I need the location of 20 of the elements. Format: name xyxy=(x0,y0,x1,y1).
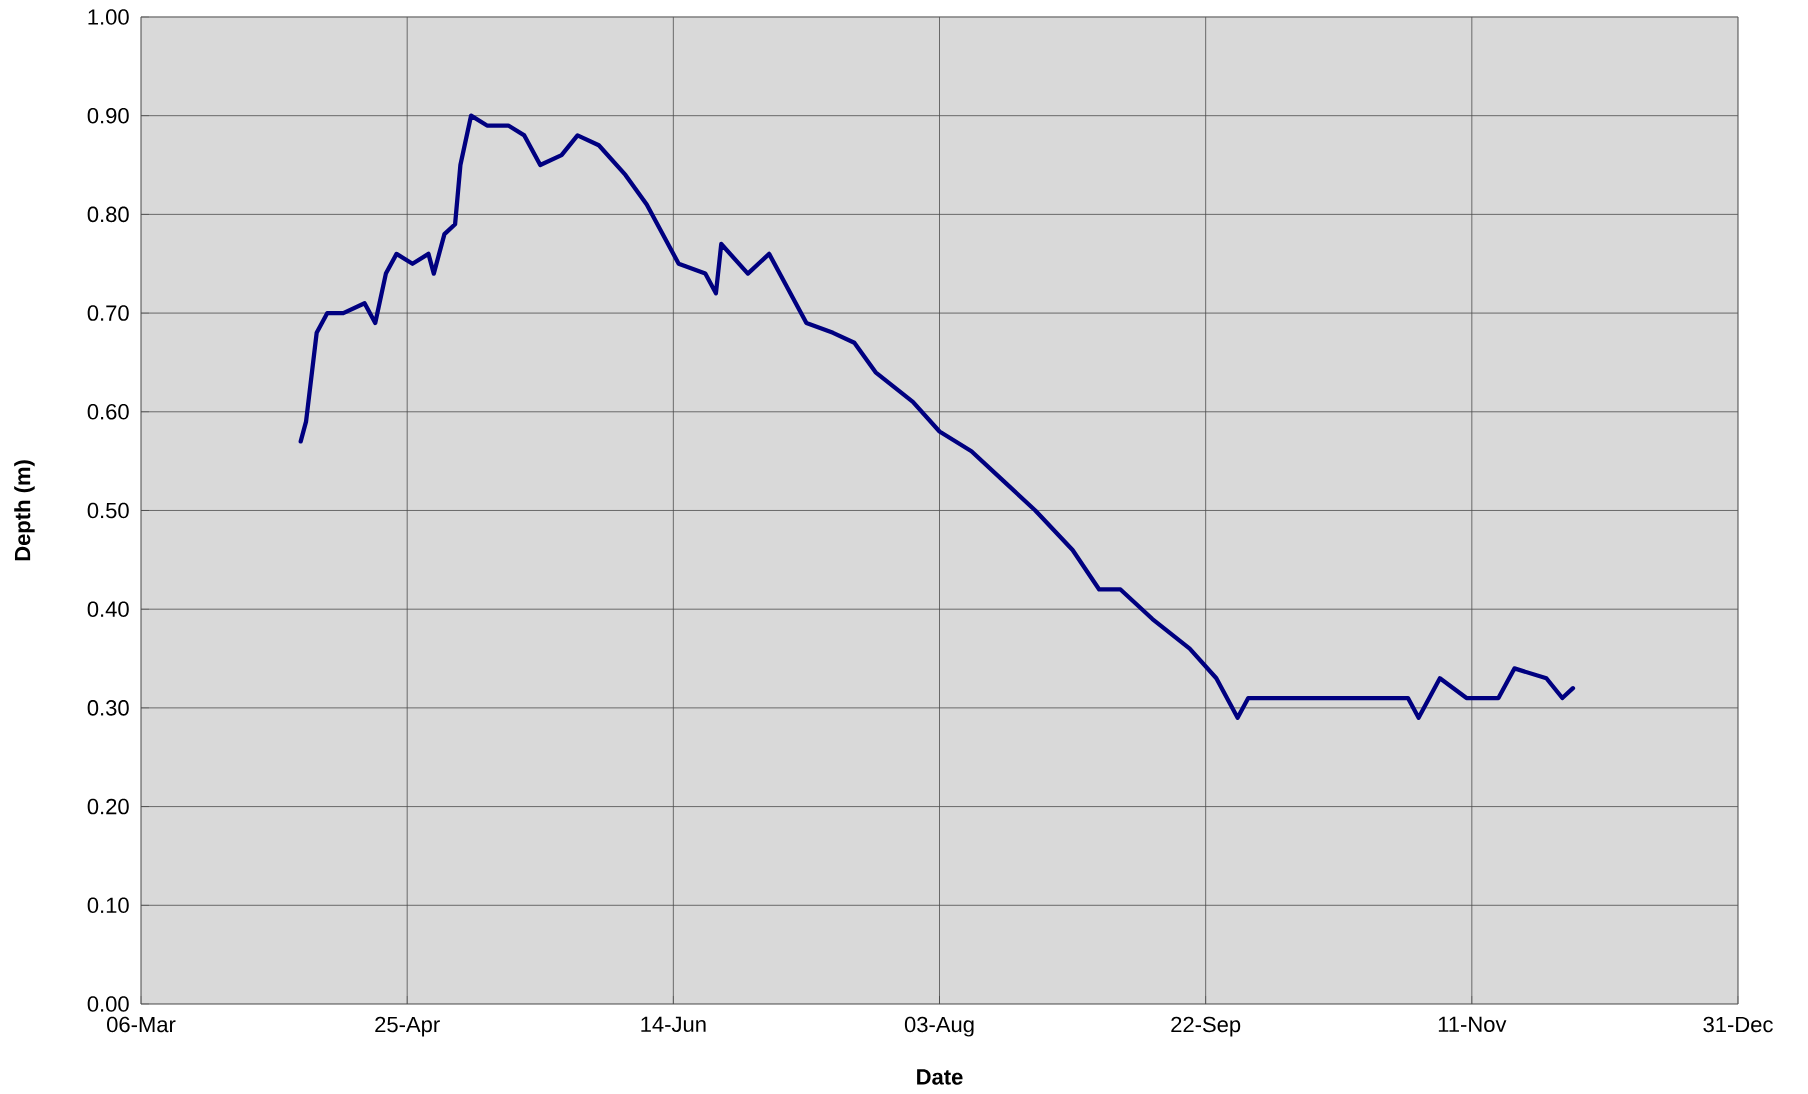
y-tick-label: 0.50 xyxy=(87,502,129,519)
y-tick-label: 0.10 xyxy=(87,897,129,914)
y-tick-label: 0.40 xyxy=(87,601,129,617)
y-tick-label: 1.00 xyxy=(88,9,129,25)
x-tick-label: 31-Dec xyxy=(1703,1016,1773,1033)
y-tick-label: 0.00 xyxy=(87,996,129,1012)
x-tick-label: 11-Nov xyxy=(1438,1016,1507,1033)
x-tick-label: 06-Mar xyxy=(107,1016,176,1033)
x-tick-label: 22-Sep xyxy=(1171,1016,1241,1037)
y-tick-label: 0.30 xyxy=(87,700,129,716)
x-tick-label: 14-Jun xyxy=(641,1016,706,1033)
x-tick-label: 25-Apr xyxy=(375,1016,440,1037)
x-tick-label: 03-Aug xyxy=(904,1016,974,1037)
x-axis-title: Date xyxy=(917,1069,963,1085)
y-tick-label: 0.70 xyxy=(87,305,129,321)
y-tick-label: 0.60 xyxy=(87,403,129,420)
y-tick-label: 0.90 xyxy=(87,107,129,124)
y-axis-title: Depth (m) xyxy=(14,460,35,561)
y-tick-label: 0.80 xyxy=(87,206,129,223)
y-tick-label: 0.20 xyxy=(87,798,129,815)
